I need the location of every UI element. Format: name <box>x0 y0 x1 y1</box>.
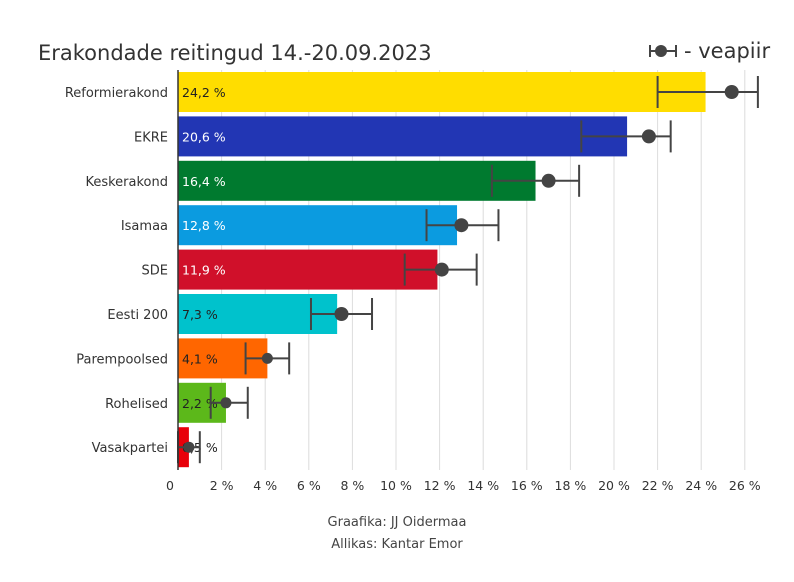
category-label: Keskerakond <box>85 175 168 190</box>
x-axis-ticks: 0 2 % 4 % 6 % 8 % 10 % 12 % 14 % 16 % 18 % 20 % 22 … <box>166 478 761 493</box>
category-label: EKRE <box>134 130 168 145</box>
x-tick-label: 12 % <box>424 478 456 493</box>
category-label: Parempoolsed <box>76 352 168 367</box>
bar <box>178 72 706 112</box>
data-label: 4,1 % <box>182 351 218 366</box>
x-tick-label: 22 % <box>642 478 674 493</box>
bar <box>178 116 628 157</box>
error-point <box>434 262 449 277</box>
bar <box>178 160 536 201</box>
bar <box>178 249 438 290</box>
category-label: Vasakpartei <box>92 441 168 456</box>
chart-title: Erakondade reitingud 14.-20.09.2023 <box>38 41 432 65</box>
legend: - veapiir <box>649 39 770 63</box>
category-label: Reformierakond <box>65 86 168 101</box>
bar <box>178 205 458 246</box>
x-tick-label: 26 % <box>729 478 761 493</box>
data-label: 11,9 % <box>182 263 226 278</box>
x-tick-label: 2 % <box>210 478 234 493</box>
x-tick-label: 10 % <box>380 478 412 493</box>
error-point <box>454 218 469 233</box>
x-tick-label: 18 % <box>555 478 587 493</box>
data-label: 16,4 % <box>182 174 226 189</box>
data-label: 7,3 % <box>182 307 218 322</box>
category-labels: Reformierakond EKRE Keskerakond Isamaa SDE Ee… <box>65 86 168 456</box>
category-label: Eesti 200 <box>107 308 168 323</box>
x-tick-label: 8 % <box>340 478 364 493</box>
error-bars <box>177 76 759 464</box>
x-tick-label: 20 % <box>598 478 630 493</box>
x-tick-label: 14 % <box>467 478 499 493</box>
source-text: Allikas: Kantar Emor <box>331 537 463 552</box>
x-tick-label: 24 % <box>685 478 717 493</box>
error-point <box>541 173 556 188</box>
x-tick-label: 4 % <box>253 478 277 493</box>
x-tick-label: 6 % <box>297 478 321 493</box>
data-label: 2,2 % <box>182 396 218 411</box>
category-label: Rohelised <box>105 397 168 412</box>
error-point <box>183 441 195 453</box>
error-point <box>261 352 273 364</box>
category-label: SDE <box>142 264 168 279</box>
data-label: 12,8 % <box>182 218 226 233</box>
legend-marker <box>655 45 667 57</box>
bars: 24,2 % 20,6 % 16,4 % 12,8 % 11,9 % 7,3 % 4,1 %… <box>178 72 706 468</box>
error-point <box>641 129 656 144</box>
x-tick-label: 0 <box>166 478 174 493</box>
legend-label: - veapiir <box>684 39 770 63</box>
error-point <box>334 307 349 321</box>
error-point <box>724 85 739 99</box>
data-label: 24,2 % <box>182 85 226 100</box>
category-label: Isamaa <box>121 219 168 234</box>
error-point <box>220 397 232 409</box>
data-label: 20,6 % <box>182 129 226 144</box>
x-tick-label: 16 % <box>511 478 543 493</box>
credit-text: Graafika: JJ Oidermaa <box>327 515 467 530</box>
